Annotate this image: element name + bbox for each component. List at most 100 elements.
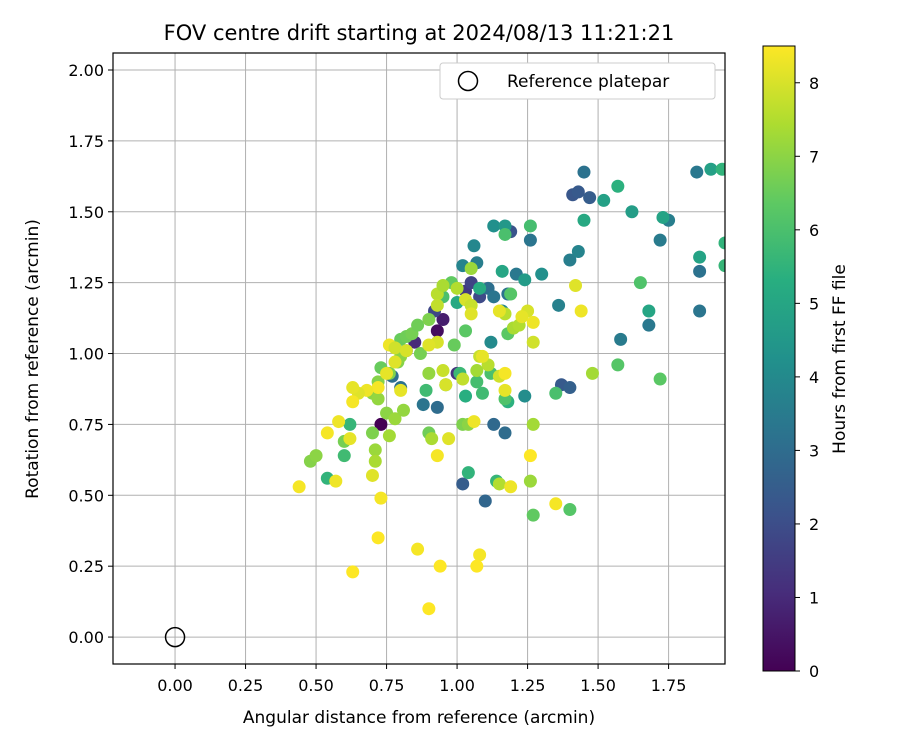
data-point: [585, 366, 599, 380]
data-point: [492, 304, 506, 318]
data-point: [368, 443, 382, 457]
data-point: [430, 324, 444, 338]
data-point: [515, 310, 529, 324]
data-point: [365, 426, 379, 440]
data-point: [461, 466, 475, 480]
data-point: [569, 278, 583, 292]
data-point: [690, 165, 704, 179]
y-tick-label: 0.25: [68, 557, 104, 576]
data-point: [653, 233, 667, 247]
data-point: [430, 449, 444, 463]
data-point: [292, 480, 306, 494]
data-point: [498, 366, 512, 380]
data-point: [715, 162, 725, 176]
colorbar-tick-label: 0: [809, 662, 819, 681]
y-axis-ticks: 0.00 0.25 0.50 0.75 1.00 1.25 1.50 1.75 2.00: [68, 61, 113, 647]
data-point: [309, 449, 323, 463]
colorbar-tick-label: 4: [809, 368, 819, 387]
data-point: [459, 389, 473, 403]
data-point: [523, 474, 537, 488]
data-point: [571, 244, 585, 258]
legend-label: Reference platepar: [507, 72, 669, 92]
data-point: [337, 449, 351, 463]
data-point: [549, 497, 563, 511]
data-point: [656, 210, 670, 224]
data-point: [365, 468, 379, 482]
data-point: [473, 548, 487, 562]
data-point: [371, 381, 385, 395]
data-point: [611, 358, 625, 372]
data-point: [498, 383, 512, 397]
data-point: [380, 366, 394, 380]
data-point: [396, 403, 410, 417]
data-point: [425, 432, 439, 446]
colorbar-tick-label: 7: [809, 147, 819, 166]
data-point: [467, 415, 481, 429]
data-point: [371, 531, 385, 545]
data-point: [346, 395, 360, 409]
legend: Reference platepar: [439, 62, 716, 100]
data-point: [487, 219, 501, 233]
data-point: [498, 227, 512, 241]
data-point: [388, 412, 402, 426]
data-point: [416, 398, 430, 412]
data-point: [343, 432, 357, 446]
y-tick-label: 2.00: [68, 61, 104, 80]
x-axis-ticks: 0.00 0.25 0.50 0.75 1.00 1.25 1.50 1.75: [157, 664, 686, 695]
data-point: [470, 364, 484, 378]
data-point: [433, 559, 447, 573]
data-point: [577, 213, 591, 227]
data-point: [411, 542, 425, 556]
data-point: [563, 381, 577, 395]
data-point: [704, 162, 718, 176]
data-point: [487, 290, 501, 304]
data-point: [346, 381, 360, 395]
data-point: [422, 366, 436, 380]
reference-point: [164, 626, 186, 648]
data-point: [374, 491, 388, 505]
y-tick-label: 0.75: [68, 415, 104, 434]
data-point: [456, 372, 470, 386]
data-point: [504, 480, 518, 494]
data-point: [371, 392, 385, 406]
data-point: [487, 417, 501, 431]
y-tick-label: 1.50: [68, 203, 104, 222]
data-point: [439, 378, 453, 392]
data-point: [456, 477, 470, 491]
data-point: [419, 383, 433, 397]
colorbar-tick-label: 3: [809, 441, 819, 460]
x-tick-label: 1.00: [439, 676, 475, 695]
data-point: [625, 205, 639, 219]
data-point: [368, 454, 382, 468]
data-point: [470, 559, 484, 573]
x-tick-label: 0.00: [157, 676, 193, 695]
data-point: [332, 415, 346, 429]
data-point: [475, 349, 489, 363]
data-point: [563, 502, 577, 516]
data-point: [422, 338, 436, 352]
data-point: [571, 185, 585, 199]
data-point: [549, 386, 563, 400]
data-point: [518, 273, 532, 287]
data-point: [388, 355, 402, 369]
data-point: [492, 477, 506, 491]
data-point: [574, 304, 588, 318]
y-axis-label: Rotation from reference (arcmin): [23, 219, 43, 499]
data-point: [518, 389, 532, 403]
data-point: [329, 474, 343, 488]
data-point: [459, 324, 473, 338]
colorbar-tick-label: 5: [809, 294, 819, 313]
data-point: [442, 432, 456, 446]
colorbar-gradient: [762, 45, 796, 672]
data-point: [388, 341, 402, 355]
data-point: [526, 417, 540, 431]
data-point: [523, 219, 537, 233]
data-point: [642, 304, 656, 318]
data-point: [526, 315, 540, 329]
data-point: [484, 335, 498, 349]
data-point: [464, 261, 478, 275]
x-tick-label: 1.75: [651, 676, 687, 695]
data-point: [382, 429, 396, 443]
legend-marker-icon: [457, 70, 479, 92]
